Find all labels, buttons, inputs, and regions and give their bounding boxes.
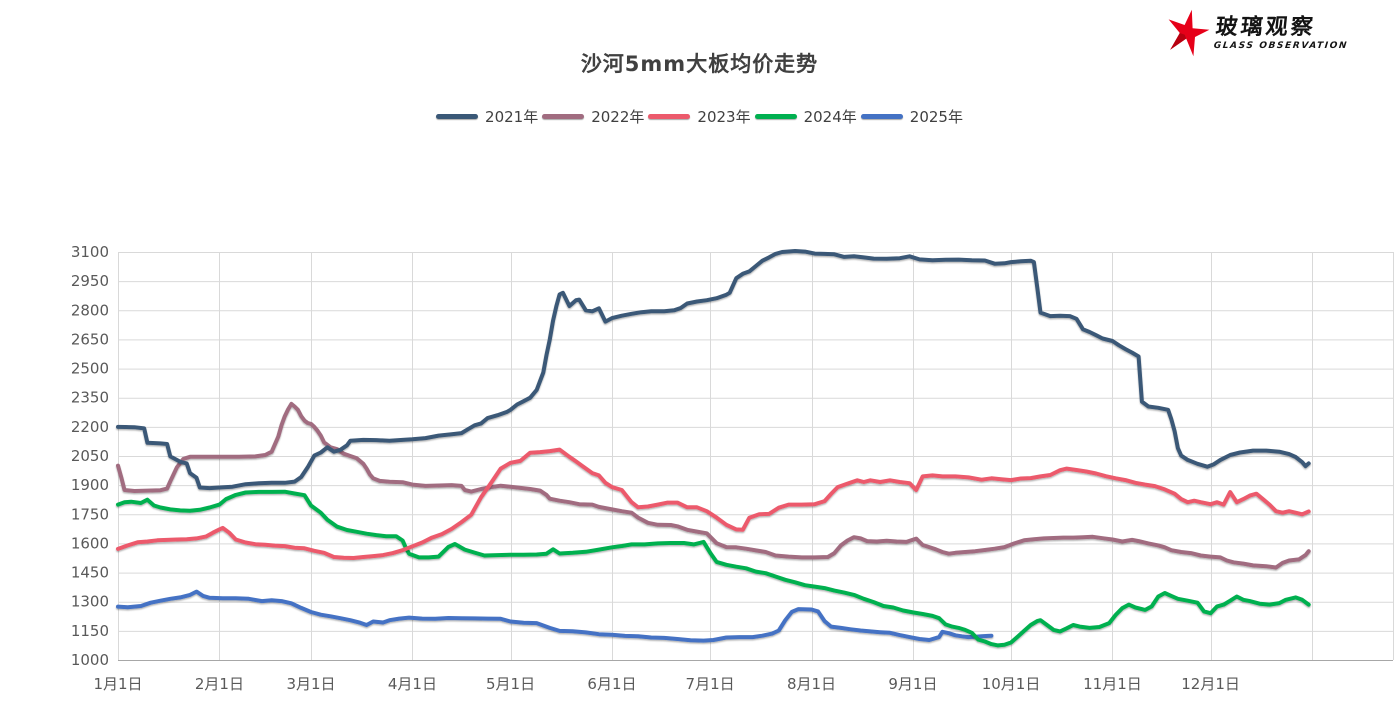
x-tick-1月: 1月1日 bbox=[93, 675, 142, 693]
x-tick-10月: 10月1日 bbox=[982, 675, 1041, 693]
x-axis-labels: 1月1日 2月1日 3月1日 4月1日 5月1日 6月1日 7月1日 8月1日 9月1日 10月1… bbox=[93, 675, 1239, 693]
series-lines bbox=[116, 249, 1311, 648]
legend-label-2023: 2023年 bbox=[697, 108, 751, 126]
legend-label-2025: 2025年 bbox=[909, 108, 963, 126]
logo-en-text: GLASS OBSERVATION bbox=[1212, 40, 1349, 51]
x-tick-4月: 4月1日 bbox=[388, 675, 437, 693]
x-tick-5月: 5月1日 bbox=[486, 675, 535, 693]
x-tick-2月: 2月1日 bbox=[195, 675, 244, 693]
y-tick-3100: 3100 bbox=[71, 243, 109, 261]
y-tick-1000: 1000 bbox=[71, 651, 109, 669]
x-tick-6月: 6月1日 bbox=[587, 675, 636, 693]
y-tick-2200: 2200 bbox=[71, 418, 109, 436]
x-tick-9月: 9月1日 bbox=[888, 675, 937, 693]
legend-label-2022: 2022年 bbox=[591, 108, 645, 126]
page-title: 沙河5mm大板均价走势 bbox=[580, 52, 819, 76]
legend-swatch-2021-icon bbox=[436, 114, 479, 119]
legend-item-2025[interactable]: 2025年 bbox=[860, 106, 963, 127]
legend-label-2024: 2024年 bbox=[803, 108, 857, 126]
y-tick-2500: 2500 bbox=[71, 360, 109, 378]
y-tick-1150: 1150 bbox=[71, 622, 109, 640]
y-tick-2800: 2800 bbox=[71, 301, 109, 319]
x-tick-8月: 8月1日 bbox=[787, 675, 836, 693]
grid-lines bbox=[118, 252, 1394, 661]
y-tick-2950: 2950 bbox=[71, 272, 109, 290]
x-tick-12月: 12月1日 bbox=[1181, 675, 1240, 693]
legend-item-2024[interactable]: 2024年 bbox=[754, 106, 857, 127]
y-tick-1900: 1900 bbox=[71, 476, 109, 494]
y-tick-1300: 1300 bbox=[71, 593, 109, 611]
x-tick-11月: 11月1日 bbox=[1083, 675, 1142, 693]
y-tick-2050: 2050 bbox=[71, 447, 109, 465]
y-tick-2350: 2350 bbox=[71, 389, 109, 407]
y-tick-1600: 1600 bbox=[71, 534, 109, 552]
legend-item-2023[interactable]: 2023年 bbox=[648, 106, 751, 127]
y-axis-labels: 1000 1150 1300 1450 1600 1750 1900 2050 2200 2350… bbox=[71, 243, 109, 669]
series-line-2023年 bbox=[116, 447, 1311, 560]
legend-swatch-2022-icon bbox=[542, 114, 585, 119]
legend-item-2022[interactable]: 2022年 bbox=[542, 106, 644, 127]
logo-star-icon bbox=[1168, 9, 1210, 57]
legend-item-2021[interactable]: 2021年 bbox=[436, 106, 538, 127]
series-line-2024年 bbox=[116, 489, 1311, 648]
chart-legend: 2021年 2022年 2023年 2024年 2025年 bbox=[0, 106, 1399, 127]
y-tick-1450: 1450 bbox=[71, 564, 109, 582]
series-line-2025年 bbox=[116, 589, 994, 643]
series-line-2021年 bbox=[116, 249, 1311, 491]
x-tick-7月: 7月1日 bbox=[686, 675, 735, 693]
legend-swatch-2025-icon bbox=[860, 114, 903, 119]
glass-observation-logo: 玻璃观察 GLASS OBSERVATION bbox=[1163, 8, 1349, 58]
x-tick-3月: 3月1日 bbox=[286, 675, 335, 693]
legend-swatch-2024-icon bbox=[754, 114, 797, 119]
legend-label-2021: 2021年 bbox=[485, 108, 539, 126]
y-tick-1750: 1750 bbox=[71, 505, 109, 523]
y-tick-2650: 2650 bbox=[71, 330, 109, 348]
series-line-2022年 bbox=[116, 401, 1311, 570]
legend-swatch-2023-icon bbox=[648, 114, 691, 119]
logo-cn-text: 玻璃观察 bbox=[1214, 14, 1317, 40]
